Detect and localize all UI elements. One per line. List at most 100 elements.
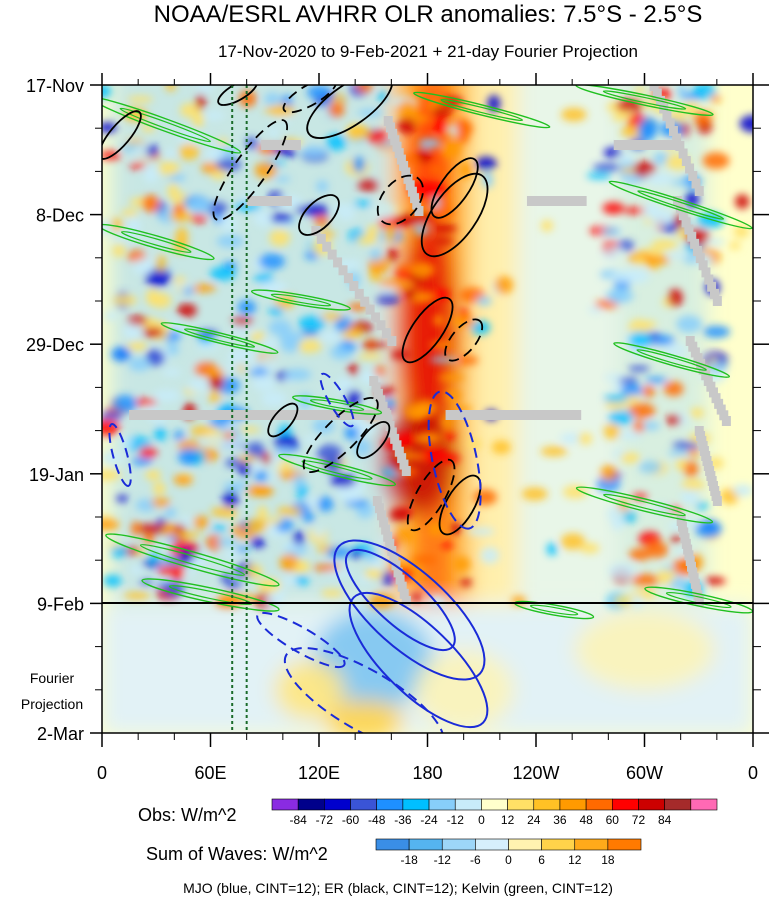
missing-data-streak bbox=[338, 265, 348, 276]
anomaly-cell bbox=[687, 448, 700, 458]
anomaly-cell bbox=[303, 512, 315, 523]
anomaly-cell bbox=[201, 161, 218, 174]
anomaly-cell bbox=[623, 207, 647, 215]
projection-field bbox=[413, 650, 514, 730]
missing-data-streak bbox=[394, 446, 404, 457]
missing-data-streak bbox=[405, 180, 415, 191]
anomaly-cell bbox=[187, 197, 212, 214]
wave-contour bbox=[420, 172, 489, 258]
anomaly-cell bbox=[630, 594, 643, 609]
anomaly-cell bbox=[203, 435, 225, 443]
anomaly-cell bbox=[344, 425, 359, 440]
colorbar-tick-label: 84 bbox=[658, 813, 672, 827]
colorbar-swatch bbox=[408, 838, 443, 851]
anomaly-cell bbox=[621, 167, 636, 174]
anomaly-cell bbox=[680, 93, 703, 100]
missing-data-streak bbox=[396, 154, 406, 165]
anomaly-cell bbox=[132, 456, 153, 466]
anomaly-cell bbox=[329, 474, 357, 488]
anomaly-cell bbox=[284, 368, 312, 381]
missing-data-bar bbox=[129, 410, 392, 420]
missing-data-streak bbox=[381, 328, 391, 339]
missing-data-streak bbox=[706, 381, 716, 392]
anomaly-cell bbox=[451, 315, 476, 328]
anomaly-cell bbox=[602, 202, 625, 215]
missing-data-streak bbox=[721, 416, 731, 426]
wave-contour bbox=[603, 493, 686, 517]
missing-data-streak bbox=[649, 85, 659, 91]
colorbar-tick-label: -12 bbox=[447, 813, 465, 827]
anomaly-cell bbox=[121, 209, 139, 217]
wave-contour bbox=[302, 396, 379, 474]
anomaly-cell bbox=[664, 343, 687, 360]
anomaly-cell bbox=[167, 341, 179, 356]
missing-data-bar bbox=[261, 140, 301, 150]
anomaly-cell bbox=[164, 148, 178, 158]
anomaly-cell bbox=[314, 214, 329, 227]
wave-legend-text: MJO (blue, CINT=12); ER (black, CINT=12)… bbox=[183, 880, 613, 896]
anomaly-cell bbox=[215, 158, 242, 172]
anomaly-cell bbox=[338, 213, 356, 221]
anomaly-cell bbox=[729, 241, 741, 250]
anomaly-cell bbox=[467, 438, 482, 450]
wave-contour bbox=[430, 157, 479, 219]
anomaly-cell bbox=[265, 594, 282, 609]
colorbar-swatch bbox=[350, 798, 378, 811]
colorbar-swatch bbox=[690, 798, 718, 811]
anomaly-cell bbox=[702, 152, 730, 170]
missing-data-streak bbox=[392, 141, 402, 152]
missing-data-streak bbox=[371, 312, 381, 323]
anomaly-cell bbox=[366, 130, 389, 144]
wave-contour bbox=[608, 180, 753, 230]
colorbar-swatch bbox=[481, 798, 508, 811]
anomaly-cell bbox=[266, 517, 283, 525]
wave-contour bbox=[256, 611, 346, 669]
anomaly-cell bbox=[260, 354, 278, 372]
missing-data-bar bbox=[613, 140, 678, 150]
missing-data-streak bbox=[685, 336, 695, 346]
anomaly-cell bbox=[142, 194, 160, 213]
anomaly-cell bbox=[267, 127, 280, 137]
anomaly-cell bbox=[246, 442, 265, 460]
missing-data-streak bbox=[388, 128, 398, 139]
wave-contour bbox=[529, 604, 579, 616]
anomaly-cell bbox=[268, 319, 292, 336]
anomaly-cell bbox=[316, 180, 329, 193]
anomaly-cell bbox=[144, 268, 172, 287]
missing-data-streak bbox=[694, 186, 704, 196]
anomaly-cell bbox=[456, 133, 469, 144]
anomaly-cell bbox=[161, 368, 182, 377]
anomaly-cell bbox=[672, 441, 701, 450]
anomaly-cell bbox=[143, 165, 159, 184]
y-tick-label: 19-Jan bbox=[29, 465, 84, 485]
missing-data-streak bbox=[692, 584, 702, 595]
anomaly-cell bbox=[433, 238, 455, 245]
anomaly-cell bbox=[445, 389, 461, 402]
missing-data-streak bbox=[678, 148, 688, 159]
anomaly-cell bbox=[370, 201, 396, 220]
wave-contour bbox=[438, 474, 482, 536]
anomaly-cell bbox=[221, 439, 243, 450]
anomaly-cell bbox=[454, 355, 479, 365]
y-tick-label: 17-Nov bbox=[26, 76, 84, 96]
missing-data-streak bbox=[412, 199, 422, 210]
anomaly-cell bbox=[652, 335, 675, 346]
missing-data-streak bbox=[685, 556, 695, 566]
missing-data-streak bbox=[387, 427, 397, 438]
projection-field bbox=[274, 660, 345, 720]
missing-data-streak bbox=[373, 388, 383, 399]
colorbar-tick-label: -24 bbox=[420, 813, 438, 827]
missing-data-streak bbox=[689, 573, 699, 584]
anomaly-cell bbox=[347, 125, 371, 140]
anomaly-cell bbox=[225, 580, 242, 589]
anomaly-cell bbox=[386, 247, 398, 262]
anomaly-cell bbox=[188, 378, 210, 395]
colorbar-tick-label: 12 bbox=[568, 853, 582, 867]
anomaly-cell bbox=[642, 255, 670, 266]
anomaly-cell bbox=[413, 404, 427, 420]
anomaly-cell bbox=[706, 361, 729, 373]
anomaly-cell bbox=[261, 391, 287, 407]
missing-data-streak bbox=[397, 581, 407, 592]
colorbar-swatch bbox=[541, 838, 576, 851]
anomaly-cell bbox=[450, 522, 462, 535]
